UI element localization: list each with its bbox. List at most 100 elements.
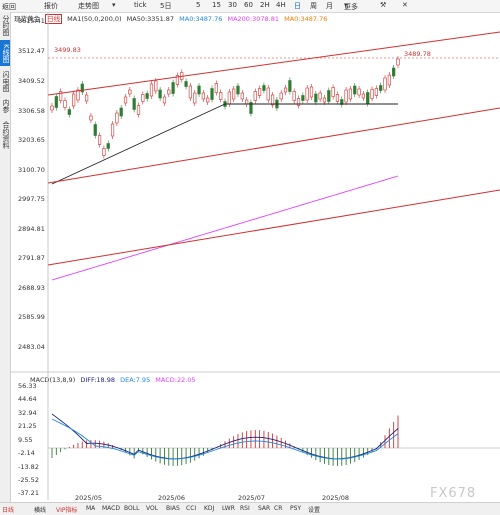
ma50-line — [51, 103, 398, 185]
price-tick: 3615.41 — [18, 17, 45, 25]
candle — [193, 92, 197, 104]
macd-tick: -13.82 — [18, 463, 39, 471]
candle — [123, 96, 128, 104]
indicator-tab[interactable]: VOL — [146, 505, 159, 512]
macd-tick: 21.25 — [18, 422, 37, 430]
chevron-down-icon[interactable]: ▾ — [112, 1, 116, 9]
candle — [162, 96, 167, 104]
indicator-tab[interactable]: VIP指标 — [56, 507, 78, 514]
period-tab-day[interactable]: 日 — [294, 2, 301, 10]
sidebar-tab-kline[interactable]: K线图 — [0, 40, 10, 66]
sidebar-tab-timeshare[interactable]: 分时图 — [2, 14, 10, 36]
indicator-tab[interactable]: CCI — [186, 505, 197, 512]
candle — [314, 93, 318, 103]
candle — [188, 85, 193, 99]
candle — [93, 124, 97, 136]
ma0-value: MA0:3487.76 — [179, 15, 223, 23]
channel-bottom-line — [47, 189, 500, 266]
period-tab[interactable]: 月 — [326, 2, 333, 10]
tick-tab[interactable]: tick — [134, 1, 147, 9]
candle — [197, 85, 201, 95]
indicator-tab[interactable]: SAR — [258, 505, 271, 512]
chart-legend: 现货黄金 日线 MA1(50,0,200,0) MA50:3351.87 MA0… — [14, 13, 330, 24]
candle — [175, 75, 180, 85]
candle — [296, 98, 301, 106]
period-tab[interactable]: 60 — [244, 1, 253, 9]
indicator-tab[interactable]: PSY — [290, 505, 302, 512]
sidebar-tab-insider[interactable]: 内参 — [2, 99, 10, 113]
candle — [361, 93, 366, 99]
quote-tab[interactable]: 报价 — [44, 2, 58, 10]
price-tick: 2688.93 — [18, 284, 45, 292]
macd-tick: -2.14 — [18, 449, 35, 457]
candle — [149, 83, 154, 97]
candle — [72, 93, 76, 107]
indicator-tab[interactable]: MACD — [102, 505, 120, 512]
left-sidebar: 分时图 K线图 闪电图 内参 合约资料 — [0, 12, 11, 502]
kline-chart[interactable]: 3499.83 3489.78 — [0, 0, 500, 500]
indicator-tab[interactable]: BIAS — [166, 505, 180, 512]
period-tab[interactable]: 15 — [212, 1, 221, 9]
indicator-tab[interactable]: CR — [274, 505, 283, 512]
candle — [279, 92, 283, 100]
candle — [50, 105, 54, 111]
candle — [171, 82, 175, 94]
ma-last-value: MA0:3487.76 — [284, 15, 328, 23]
candle — [292, 91, 296, 101]
period-tab[interactable]: 5 — [196, 1, 201, 9]
candle — [370, 89, 374, 99]
indicator-tab[interactable]: 设置 — [308, 507, 321, 514]
period-tab[interactable]: 4H — [276, 1, 286, 9]
price-tick: 2997.75 — [18, 195, 45, 203]
candle — [132, 98, 136, 110]
instrument-name: 现货黄金 — [14, 15, 40, 23]
channel-top-line — [47, 31, 500, 96]
more-button[interactable]: 更多 ▾ — [344, 1, 358, 11]
chart-tab[interactable]: 走势图 — [78, 2, 99, 10]
period-tab[interactable]: 2H — [260, 1, 270, 9]
candle — [59, 91, 63, 101]
period-tab[interactable]: 30 — [228, 1, 237, 9]
candle — [63, 100, 67, 108]
sidebar-tab-contract[interactable]: 合约资料 — [2, 121, 10, 149]
candle — [141, 94, 145, 102]
period-tab[interactable]: 周 — [310, 2, 317, 10]
close-icon[interactable]: ✕ — [402, 1, 408, 9]
candle — [206, 97, 210, 103]
indicator-tab[interactable]: RSI — [240, 505, 250, 512]
sidebar-tab-flash[interactable]: 闪电图 — [2, 70, 10, 92]
date-tick: 2025/05 — [75, 494, 103, 502]
candle — [396, 58, 400, 66]
period-tab[interactable]: 5日 — [160, 2, 172, 10]
candle — [357, 88, 361, 96]
indicator-tab[interactable]: BOLL — [124, 505, 140, 512]
indicator-tab[interactable]: LWR — [222, 505, 235, 512]
tools-icon[interactable]: ⚒ — [380, 1, 387, 9]
candle — [283, 87, 288, 93]
candle — [327, 90, 331, 102]
price-tick: 3100.70 — [18, 166, 45, 174]
price-tick: 3409.52 — [18, 77, 45, 85]
date-tick: 2025/07 — [238, 494, 266, 502]
date-tick: 2025/08 — [322, 494, 350, 502]
candle — [301, 95, 305, 101]
indicator-tab[interactable]: 日线 — [2, 507, 15, 514]
candle — [270, 94, 275, 106]
period-badge[interactable]: 日线 — [45, 14, 63, 24]
macd-tick: 56.33 — [18, 382, 37, 390]
candle — [253, 91, 257, 101]
indicator-tab[interactable]: KDJ — [204, 505, 215, 512]
dea-line — [51, 418, 399, 460]
candle — [214, 83, 218, 93]
watermark: FX678 — [430, 486, 477, 501]
back-icon: ‹ — [2, 2, 5, 10]
candle — [136, 105, 141, 115]
indicator-tab[interactable]: 横线 — [34, 507, 47, 514]
price-tick: 3306.58 — [18, 107, 45, 115]
candle — [80, 83, 84, 93]
macd-dea: DEA:7.95 — [120, 376, 151, 384]
macd-tick: 9.55 — [18, 436, 33, 444]
indicator-tab[interactable]: MA — [86, 505, 96, 512]
candle — [379, 85, 383, 91]
candle — [184, 81, 188, 87]
